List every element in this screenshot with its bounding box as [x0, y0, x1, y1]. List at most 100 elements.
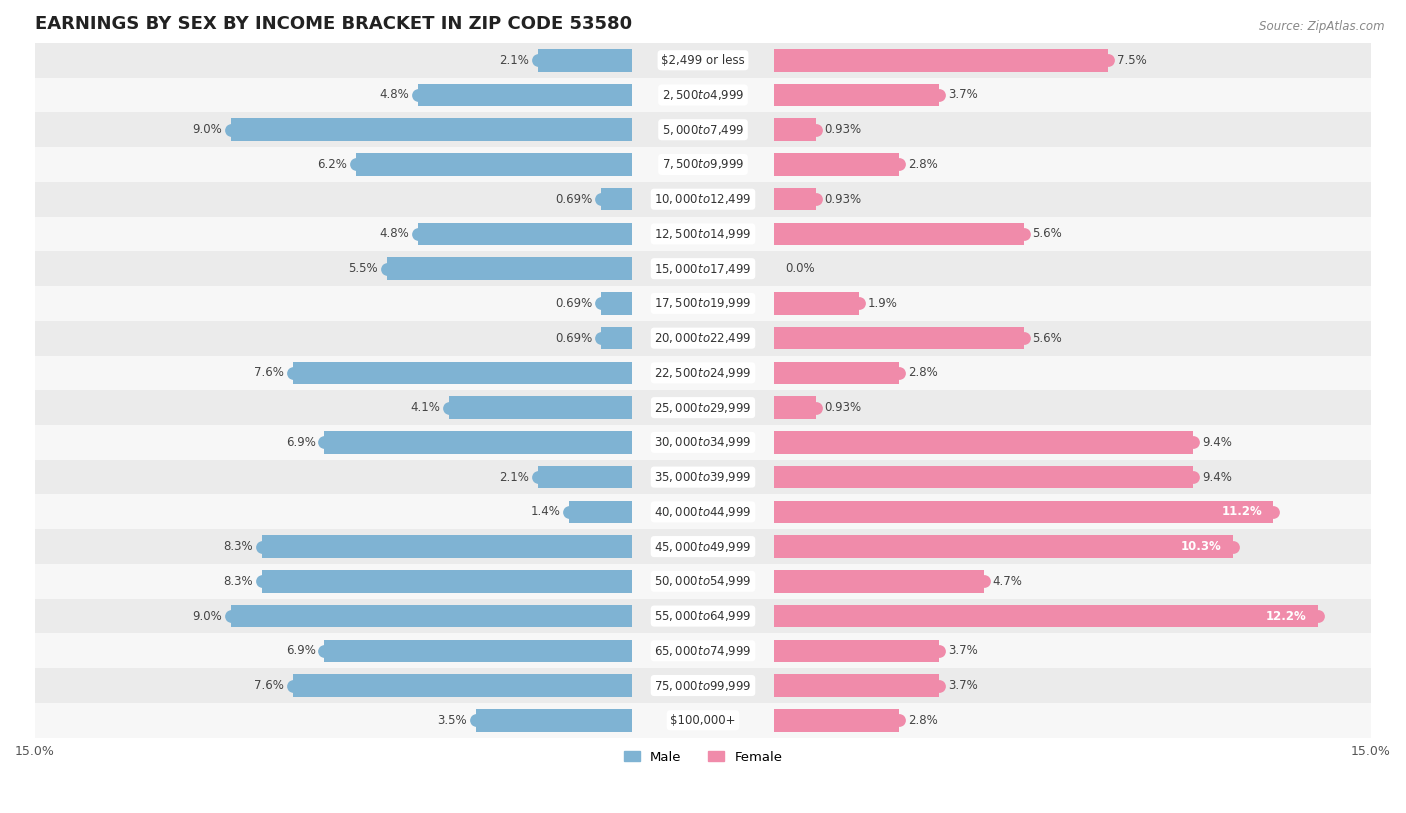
Text: 2.8%: 2.8% [908, 714, 938, 727]
Point [375, 262, 398, 275]
Point [219, 610, 242, 623]
Text: 0.93%: 0.93% [824, 124, 862, 137]
Text: $17,500 to $19,999: $17,500 to $19,999 [654, 297, 752, 311]
Text: 0.93%: 0.93% [824, 193, 862, 206]
Bar [475, 709, 631, 732]
Text: 8.3%: 8.3% [224, 575, 253, 588]
Text: $45,000 to $49,999: $45,000 to $49,999 [654, 540, 752, 554]
Point [406, 228, 429, 241]
Text: $30,000 to $34,999: $30,000 to $34,999 [654, 436, 752, 450]
Bar [325, 431, 631, 454]
Bar [775, 397, 815, 419]
Bar [775, 49, 1108, 72]
Text: 0.93%: 0.93% [824, 401, 862, 414]
Point [589, 297, 612, 310]
Bar [35, 251, 1371, 286]
Text: 10.3%: 10.3% [1181, 540, 1222, 553]
Bar [775, 640, 939, 662]
Text: $65,000 to $74,999: $65,000 to $74,999 [654, 644, 752, 658]
Text: $55,000 to $64,999: $55,000 to $64,999 [654, 609, 752, 623]
Text: $25,000 to $29,999: $25,000 to $29,999 [654, 401, 752, 415]
Text: $2,499 or less: $2,499 or less [661, 54, 745, 67]
Point [558, 506, 581, 519]
Text: 9.4%: 9.4% [1202, 436, 1232, 449]
Text: EARNINGS BY SEX BY INCOME BRACKET IN ZIP CODE 53580: EARNINGS BY SEX BY INCOME BRACKET IN ZIP… [35, 15, 633, 33]
Text: $22,500 to $24,999: $22,500 to $24,999 [654, 366, 752, 380]
Text: 5.6%: 5.6% [1032, 332, 1063, 345]
Bar [600, 292, 631, 315]
Bar [35, 494, 1371, 529]
Bar [775, 431, 1192, 454]
Point [406, 89, 429, 102]
Legend: Male, Female: Male, Female [619, 746, 787, 769]
Text: $10,000 to $12,499: $10,000 to $12,499 [654, 192, 752, 207]
Text: 1.4%: 1.4% [530, 506, 561, 519]
Point [527, 471, 550, 484]
Text: $35,000 to $39,999: $35,000 to $39,999 [654, 470, 752, 484]
Text: 2.8%: 2.8% [908, 158, 938, 171]
Text: 6.9%: 6.9% [285, 436, 315, 449]
Point [589, 193, 612, 206]
Bar [35, 355, 1371, 390]
Bar [35, 703, 1371, 737]
Text: 3.7%: 3.7% [948, 89, 977, 102]
Text: $12,500 to $14,999: $12,500 to $14,999 [654, 227, 752, 241]
Text: 5.6%: 5.6% [1032, 228, 1063, 241]
Bar [775, 674, 939, 697]
Text: 9.0%: 9.0% [193, 610, 222, 623]
Text: 2.1%: 2.1% [499, 471, 529, 484]
Bar [569, 501, 631, 523]
Text: 11.2%: 11.2% [1222, 506, 1263, 519]
Point [887, 367, 910, 380]
Text: 6.2%: 6.2% [316, 158, 347, 171]
Bar [35, 216, 1371, 251]
Bar [775, 119, 815, 141]
Bar [35, 633, 1371, 668]
Point [804, 401, 827, 414]
Bar [35, 182, 1371, 216]
Text: $100,000+: $100,000+ [671, 714, 735, 727]
Point [1097, 54, 1119, 67]
Point [928, 679, 950, 692]
Point [1012, 332, 1035, 345]
Bar [35, 321, 1371, 355]
Point [344, 158, 367, 171]
Text: 9.0%: 9.0% [193, 124, 222, 137]
Text: 4.1%: 4.1% [411, 401, 440, 414]
Point [219, 124, 242, 137]
Text: 12.2%: 12.2% [1265, 610, 1306, 623]
Text: 5.5%: 5.5% [349, 262, 378, 275]
Bar [262, 570, 631, 593]
Text: 3.5%: 3.5% [437, 714, 467, 727]
Text: $15,000 to $17,499: $15,000 to $17,499 [654, 262, 752, 276]
Text: Source: ZipAtlas.com: Source: ZipAtlas.com [1260, 20, 1385, 33]
Point [804, 124, 827, 137]
Bar [775, 466, 1192, 489]
Bar [775, 84, 939, 107]
Bar [35, 564, 1371, 598]
Point [437, 401, 460, 414]
Text: $40,000 to $44,999: $40,000 to $44,999 [654, 505, 752, 519]
Bar [775, 362, 898, 385]
Point [283, 367, 305, 380]
Point [527, 54, 550, 67]
Text: 9.4%: 9.4% [1202, 471, 1232, 484]
Point [887, 714, 910, 727]
Bar [775, 153, 898, 176]
Text: 7.5%: 7.5% [1118, 54, 1147, 67]
Text: $7,500 to $9,999: $7,500 to $9,999 [662, 158, 744, 172]
Bar [775, 605, 1317, 628]
Text: 8.3%: 8.3% [224, 540, 253, 553]
Bar [775, 501, 1272, 523]
Bar [325, 640, 631, 662]
Bar [356, 153, 631, 176]
Point [283, 679, 305, 692]
Text: $75,000 to $99,999: $75,000 to $99,999 [654, 679, 752, 693]
Text: 1.9%: 1.9% [868, 297, 897, 310]
Bar [231, 119, 631, 141]
Bar [775, 327, 1024, 350]
Point [1181, 436, 1204, 449]
Bar [35, 390, 1371, 425]
Text: 2.8%: 2.8% [908, 367, 938, 380]
Text: 0.69%: 0.69% [555, 332, 592, 345]
